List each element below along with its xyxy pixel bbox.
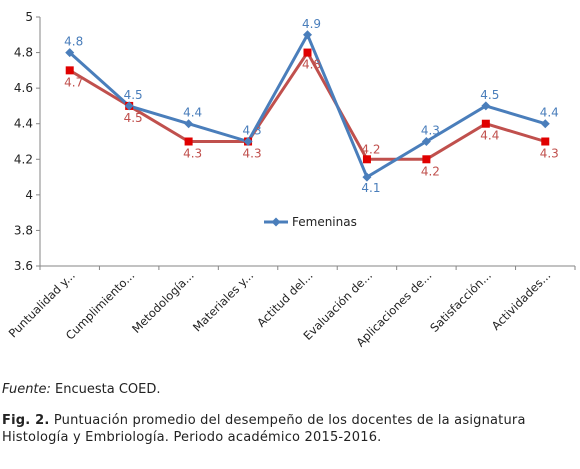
series-point	[184, 137, 193, 146]
y-tick-label: 3.8	[14, 223, 33, 237]
x-category-label: Metodología...	[129, 268, 197, 336]
series-point	[65, 48, 75, 58]
data-label: 4.1	[361, 181, 380, 195]
legend: Femeninas	[264, 215, 357, 229]
series-point	[303, 30, 312, 40]
data-label: 4.8	[302, 58, 321, 72]
data-label: 4.3	[421, 124, 440, 138]
source-label: Fuente:	[2, 382, 51, 397]
data-label: 4.2	[421, 164, 440, 178]
source-text: Encuesta COED.	[50, 382, 161, 397]
data-label: 4.3	[243, 124, 262, 138]
source-note: Fuente: Encuesta COED.	[2, 382, 161, 397]
y-tick-label: 4.4	[14, 117, 33, 131]
data-label: 4.5	[480, 88, 499, 102]
data-label: 4.4	[183, 106, 202, 120]
series-point	[540, 119, 550, 129]
series-point	[362, 155, 371, 164]
data-label: 4.4	[540, 106, 559, 120]
caption-text: Puntuación promedio del desempeño de los…	[2, 413, 526, 445]
legend-label: Femeninas	[292, 215, 357, 229]
series-point	[124, 101, 134, 111]
series-point	[421, 137, 431, 146]
series-point	[65, 66, 74, 75]
data-label: 4.4	[480, 129, 499, 143]
caption-label: Fig. 2.	[2, 413, 50, 428]
data-labels: 4.8 4.5 4.4 4.3 4.9 4.1 4.3 4.5 4.4 4.7 4.5 4.3 4.3 4…	[64, 17, 559, 195]
x-category-label: Materiales y...	[190, 268, 256, 334]
y-tick-label: 3.6	[14, 259, 33, 273]
series-point	[541, 137, 550, 146]
x-category-label: Actividades...	[489, 268, 554, 333]
data-label: 4.7	[64, 75, 83, 89]
data-label: 4.8	[64, 35, 83, 49]
series-point	[481, 101, 491, 111]
x-category-labels: Puntualidad y...Cumplimiento...Metodolog…	[6, 268, 554, 349]
series-point	[362, 172, 372, 182]
y-tick-label: 4.2	[14, 152, 33, 166]
chart-axes	[36, 16, 576, 270]
series-point	[184, 119, 194, 129]
series-lines	[65, 30, 550, 182]
series-point	[303, 48, 312, 57]
x-category-label: Actitud del...	[254, 268, 316, 330]
series-point	[243, 137, 253, 146]
data-label: 4.9	[302, 17, 321, 31]
series-point	[422, 155, 431, 164]
figure-caption: Fig. 2. Puntuación promedio del desempeñ…	[2, 412, 578, 446]
y-tick-label: 4.8	[14, 46, 33, 60]
y-tick-label: 4	[25, 188, 33, 202]
data-label: 4.2	[361, 142, 380, 156]
data-label: 4.3	[183, 147, 202, 161]
series-point	[481, 119, 490, 128]
data-label: 4.3	[540, 147, 559, 161]
y-tick-label: 4.6	[14, 81, 33, 95]
data-label: 4.5	[124, 111, 143, 125]
data-label: 4.5	[124, 88, 143, 102]
y-tick-labels: 3.6 3.8 4 4.2 4.4 4.6 4.8 5	[14, 10, 33, 273]
x-category-label: Satisfacción...	[427, 268, 494, 335]
y-tick-label: 5	[25, 10, 33, 24]
data-label: 4.3	[243, 147, 262, 161]
line-chart: 3.6 3.8 4 4.2 4.4 4.6 4.8 5 Puntualidad y...Cum…	[6, 10, 576, 349]
legend-marker	[271, 217, 281, 227]
